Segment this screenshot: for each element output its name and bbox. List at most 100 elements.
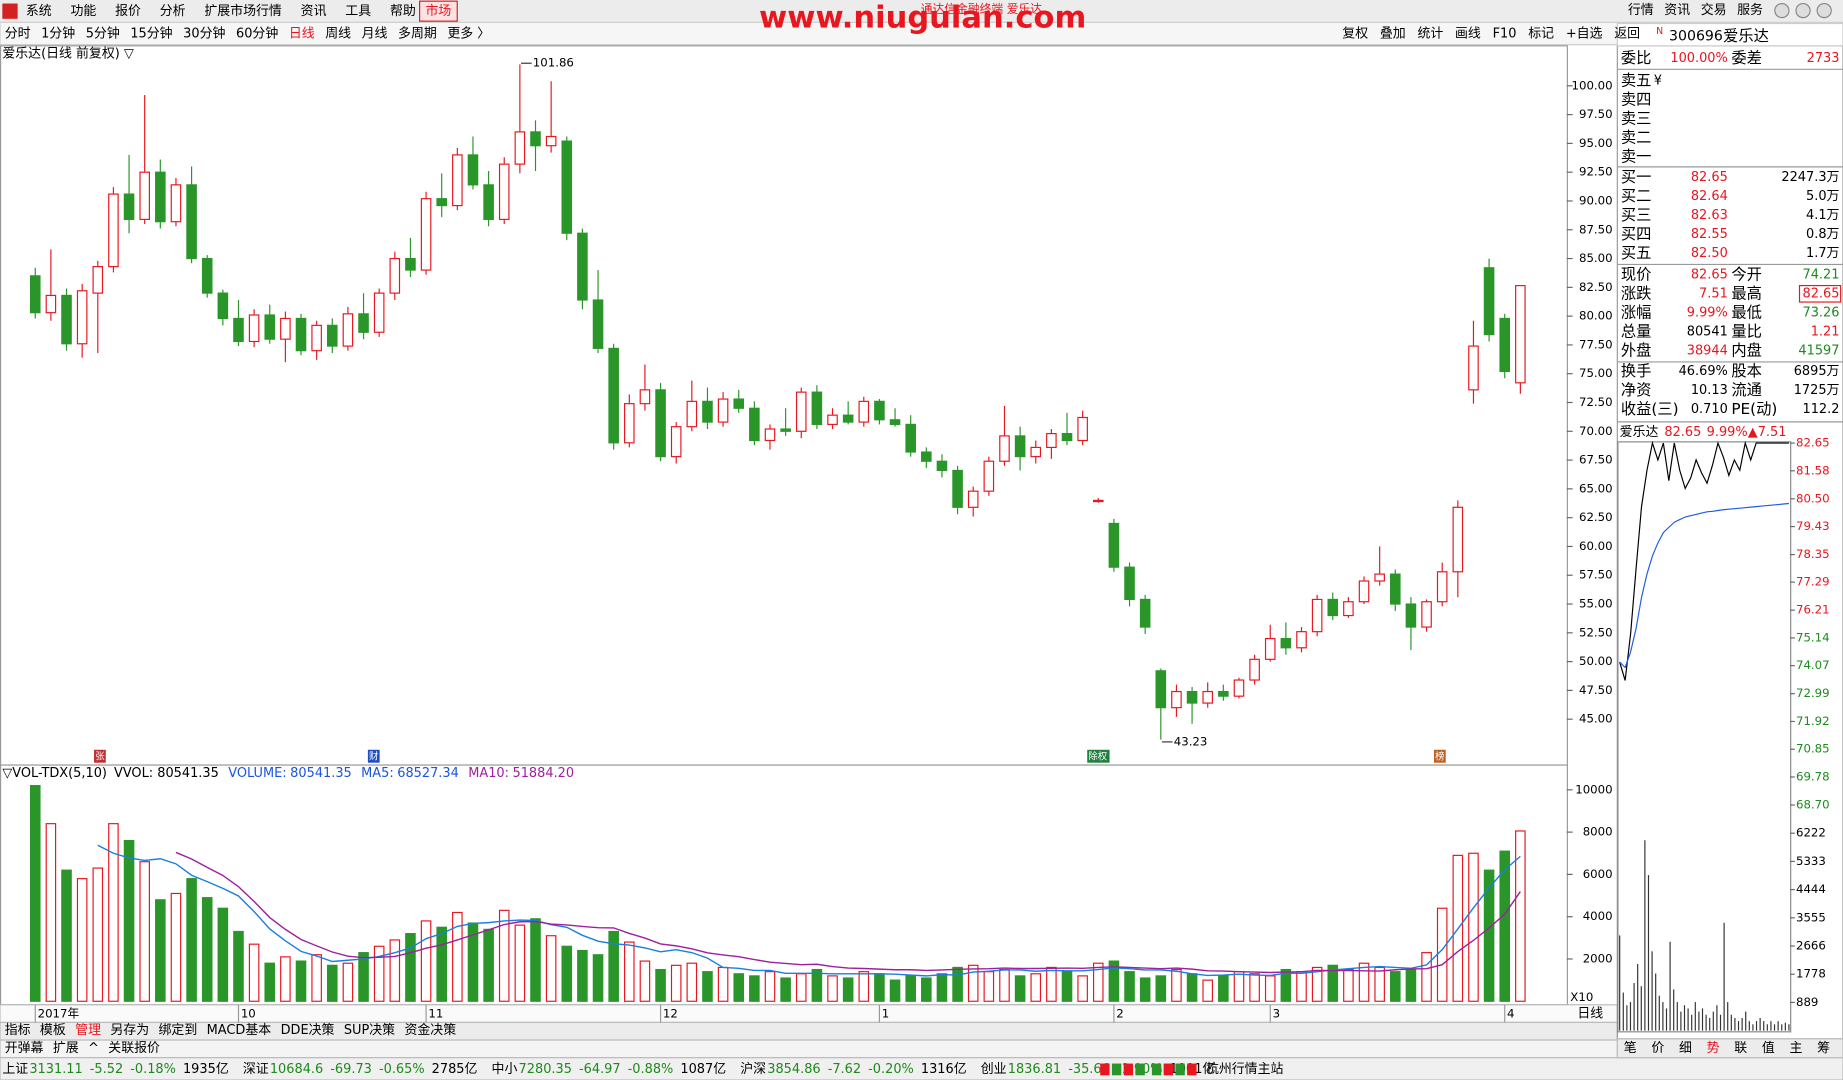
bottom-tab[interactable]: 绑定到 (159, 1023, 198, 1038)
menu-item[interactable]: 系统 (26, 4, 52, 19)
stat-value: 82.65 (1691, 267, 1728, 282)
menu-item[interactable]: 报价 (115, 4, 141, 19)
candle-body (76, 290, 88, 345)
candle-body (326, 324, 338, 347)
volume-bar (1264, 975, 1276, 1002)
tool-button[interactable]: 统计 (1417, 27, 1443, 42)
index-quote: 3854.86 (767, 1062, 820, 1077)
quote-tab[interactable]: 联 (1734, 1041, 1747, 1056)
volume-bar (1124, 971, 1135, 1002)
volume-bar (655, 968, 666, 1002)
volume-bar (624, 941, 635, 1002)
bottom-button[interactable]: 扩展 (53, 1041, 79, 1056)
bottom-tab[interactable]: 模板 (40, 1023, 66, 1038)
bottom-button[interactable]: 开弹幕 (5, 1041, 44, 1056)
y-tick-label: 76.21 (1796, 603, 1830, 617)
y-tick-label: 92.50 (1579, 165, 1613, 179)
bottom-row (0, 1039, 1618, 1059)
top-button[interactable]: 交易 (1701, 2, 1727, 18)
tool-button[interactable]: 画线 (1455, 27, 1481, 42)
top-button[interactable]: 行情 (1628, 3, 1654, 18)
tool-button[interactable]: 标记 (1528, 27, 1554, 42)
index-quote: 1836.81 (1008, 1062, 1061, 1077)
intraday-line (1619, 502, 1789, 669)
maximize-button[interactable] (1795, 2, 1811, 19)
y-tick-label: 67.50 (1579, 453, 1613, 467)
volume-bar (1421, 952, 1432, 1002)
volume-bar (373, 945, 385, 1002)
period-tab[interactable]: 周线 (325, 27, 351, 42)
y2-tick-label: 6222 (1796, 826, 1826, 840)
candle-body (780, 428, 791, 432)
menu-item[interactable]: 帮助 (390, 4, 416, 19)
y-tick-label: 78.35 (1796, 547, 1830, 561)
menu-item[interactable]: 扩展市场行情 (204, 3, 282, 19)
event-icon (367, 749, 380, 763)
tool-button[interactable]: 叠加 (1380, 27, 1406, 42)
index-quote: 深证 (243, 1062, 269, 1077)
index-quote: -64.97 (579, 1062, 621, 1077)
candle-body (452, 154, 463, 207)
y-tick-label: 77.29 (1796, 575, 1830, 589)
bottom-button[interactable]: ^ (88, 1041, 99, 1056)
bottom-tab[interactable]: MACD基本 (207, 1023, 272, 1038)
y-tick-label: 90.00 (1579, 193, 1613, 207)
menu-item[interactable]: 工具 (345, 4, 371, 19)
top-button[interactable]: 资讯 (1664, 3, 1690, 18)
quote-tab[interactable]: 细 (1679, 1041, 1692, 1056)
y2-tick-label: 5333 (1796, 854, 1826, 868)
candle-body (858, 400, 870, 423)
menu-item[interactable]: 市场 (425, 3, 451, 19)
close-button[interactable] (1816, 2, 1832, 19)
top-button[interactable]: 服务 (1737, 2, 1763, 18)
y-tick-label: 65.00 (1579, 481, 1613, 495)
period-bar (0, 21, 1843, 46)
stat-label: 今开 (1731, 265, 1762, 283)
period-tab[interactable]: 更多 〉 (447, 27, 490, 42)
bottom-tab[interactable]: 管理 (75, 1023, 101, 1038)
candle-body (233, 317, 244, 343)
tool-button[interactable]: F10 (1493, 27, 1517, 42)
quote-tab[interactable]: 筹 (1817, 1040, 1830, 1056)
quote-tab[interactable]: 价 (1651, 1041, 1664, 1056)
tool-button[interactable]: 复权 (1342, 26, 1368, 42)
event-icon (94, 749, 106, 763)
bottom-button[interactable]: 关联报价 (108, 1041, 160, 1056)
volume-bar (1327, 964, 1339, 1002)
period-tab[interactable]: 5分钟 (86, 26, 120, 42)
quote-tab[interactable]: 笔 (1624, 1040, 1637, 1056)
quote-tab[interactable]: 值 (1762, 1040, 1775, 1056)
quote-tab[interactable]: 势 (1707, 1040, 1720, 1056)
bottom-tab[interactable]: SUP决策 (344, 1022, 395, 1038)
period-tab[interactable]: 60分钟 (236, 26, 278, 42)
menu-item[interactable]: 资讯 (301, 4, 327, 19)
period-tab[interactable]: 月线 (362, 27, 388, 42)
candle-body (155, 171, 166, 223)
period-tab[interactable]: 30分钟 (183, 26, 225, 42)
period-tab[interactable]: 分时 (5, 27, 31, 42)
stat-label: 涨跌 (1621, 285, 1652, 303)
period-tab[interactable]: 多周期 (398, 27, 437, 42)
volume-bar (1233, 971, 1245, 1002)
period-tab[interactable]: 日线 (289, 27, 315, 42)
bid-label: 买二 (1621, 187, 1652, 205)
volume-bar (280, 956, 291, 1002)
stat-label: 涨幅 (1621, 304, 1652, 322)
bottom-tab[interactable]: DDE决策 (281, 1022, 335, 1038)
bottom-tab[interactable]: 资金决策 (404, 1022, 456, 1038)
tool-button[interactable]: +自选 (1566, 27, 1603, 42)
y-tick-label: 77.50 (1579, 337, 1613, 351)
menu-item[interactable]: 功能 (70, 4, 96, 19)
bottom-tab[interactable]: 指标 (5, 1023, 31, 1038)
menu-item[interactable]: 分析 (160, 4, 186, 19)
extreme-label: 43.23 (1174, 734, 1208, 748)
period-tab[interactable]: 15分钟 (130, 26, 172, 42)
period-tab[interactable]: 1分钟 (41, 26, 75, 42)
quote-tabs (1616, 1038, 1843, 1059)
bid-label: 买四 (1621, 225, 1652, 243)
tool-button[interactable]: 返回 (1614, 27, 1640, 42)
bottom-tab[interactable]: 另存为 (110, 1023, 149, 1038)
minimize-button[interactable] (1774, 2, 1790, 19)
quote-tab[interactable]: 主 (1790, 1041, 1803, 1056)
volume-bar (577, 949, 588, 1002)
